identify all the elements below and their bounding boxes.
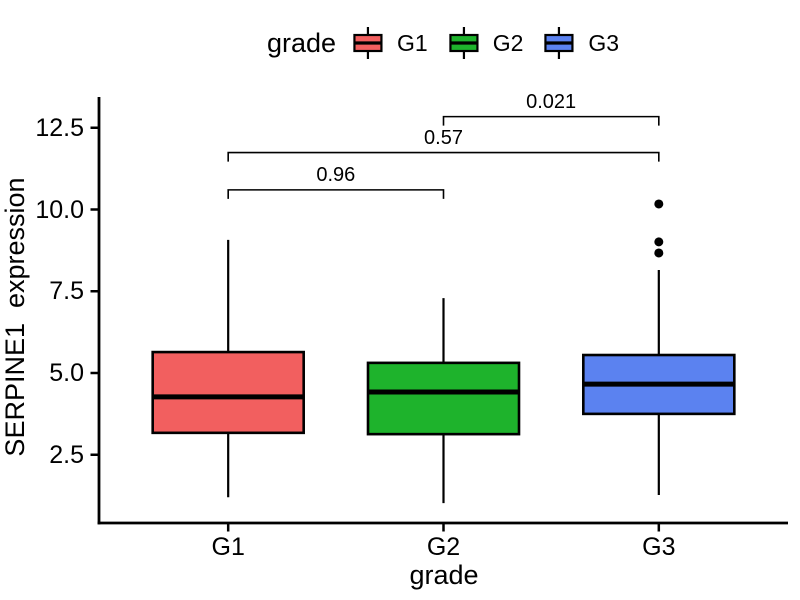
legend-title: grade	[266, 27, 336, 58]
pvalue-label: 0.57	[424, 126, 463, 149]
legend-key-boxplot-icon	[449, 27, 479, 59]
pvalue-label: 0.021	[526, 90, 577, 113]
y-tick-label: 5.0	[49, 359, 84, 387]
x-tick-label: G1	[211, 533, 245, 561]
y-tick-label: 12.5	[35, 113, 84, 142]
box-g1	[151, 350, 305, 435]
legend-item-g3: G3	[544, 24, 619, 62]
legend-key-boxplot-icon	[353, 27, 383, 59]
outlier-point-g3	[654, 199, 664, 209]
x-tick-label: G3	[642, 533, 676, 561]
pvalue-bracket	[442, 115, 660, 126]
outlier-point-g3	[654, 248, 664, 258]
legend-label: G3	[588, 29, 620, 56]
legend-label: G2	[492, 29, 524, 56]
y-tick-label: 10.0	[35, 195, 84, 224]
legend-label: G1	[397, 29, 428, 56]
box-g2	[366, 361, 521, 436]
pvalue-bracket	[227, 151, 660, 162]
x-axis-title: grade	[409, 560, 479, 590]
y-tick-label: 7.5	[49, 277, 84, 306]
legend: grade G1 G2 G3	[267, 24, 619, 62]
outlier-point-g3	[654, 237, 664, 247]
pvalue-bracket	[227, 189, 445, 199]
legend-item-g2: G2	[449, 24, 524, 62]
x-tick-label: G2	[426, 533, 461, 561]
legend-key-boxplot-icon	[544, 27, 574, 59]
y-tick-label: 2.5	[49, 440, 84, 469]
pvalue-label: 0.96	[316, 163, 356, 186]
legend-item-g1: G1	[353, 24, 428, 62]
